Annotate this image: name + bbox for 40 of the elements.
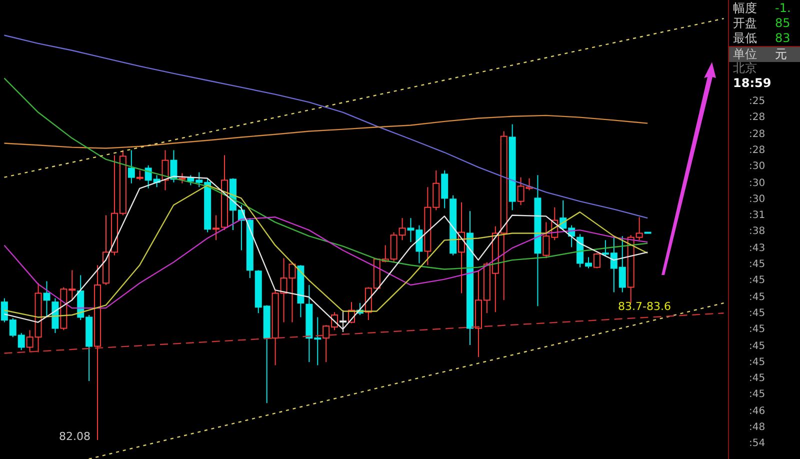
- text: 幅度: [733, 1, 757, 15]
- text: :30: [749, 194, 766, 206]
- text: :30: [749, 161, 766, 174]
- text: 开盘: [733, 16, 757, 30]
- text: 元: [775, 47, 787, 61]
- text: :45: [749, 389, 766, 402]
- text: :45: [749, 292, 766, 304]
- candlestick: [441, 170, 448, 209]
- text: 83: [775, 31, 790, 45]
- text: :45: [749, 324, 766, 336]
- text: -1.: [775, 1, 791, 15]
- text: :45: [749, 373, 766, 386]
- text: :54: [749, 438, 766, 450]
- text: :28: [749, 128, 766, 141]
- text: :46: [749, 406, 766, 418]
- text: 最低: [733, 31, 757, 45]
- candlestick: [212, 214, 220, 241]
- text: :43: [749, 242, 766, 255]
- text: :28: [749, 144, 766, 157]
- text: :45: [749, 259, 766, 271]
- text: :25: [749, 96, 766, 108]
- text: :45: [749, 275, 766, 288]
- text: :45: [749, 356, 766, 369]
- text: :30: [749, 178, 766, 190]
- text: :38: [749, 226, 766, 238]
- candlestick: [593, 252, 600, 269]
- text: 单位: [733, 47, 757, 61]
- text: :45: [749, 308, 766, 320]
- candlestick: [136, 170, 144, 181]
- text: 85: [775, 16, 790, 30]
- text: :28: [749, 112, 766, 124]
- text: :45: [749, 340, 766, 352]
- text: :31: [749, 210, 766, 222]
- annotation: 82.08: [58, 430, 92, 443]
- text: :48: [749, 422, 766, 434]
- candlestick: [128, 150, 135, 184]
- text: 18:59: [733, 76, 772, 90]
- candlestick: [43, 280, 50, 317]
- text: 北京: [733, 60, 757, 77]
- annotation: 83.7-83.6: [617, 300, 672, 313]
